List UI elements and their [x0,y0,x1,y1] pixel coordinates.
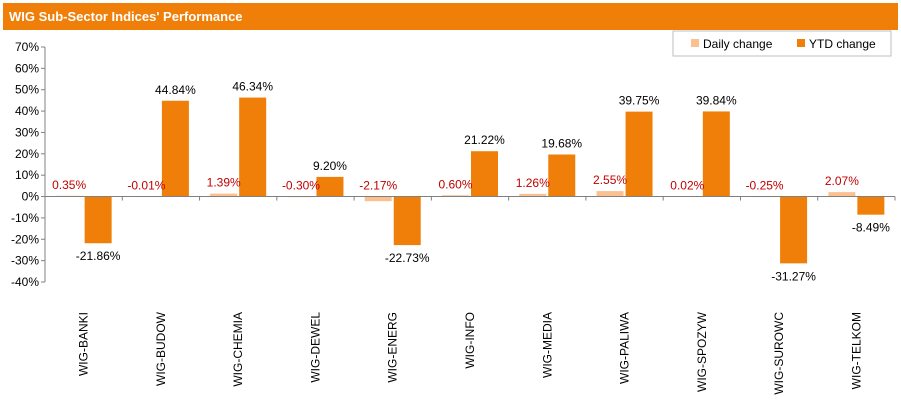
data-label-ytd: -31.27% [771,269,816,283]
legend-swatch-daily [691,39,699,47]
y-tick-label: 20% [15,147,39,161]
x-category-label: WIG-CHEMIA [231,312,245,387]
bar-ytd-change [857,196,885,215]
data-label-ytd: -21.86% [76,249,121,263]
data-label-ytd: 39.84% [696,93,737,107]
bar-ytd-change [702,111,730,197]
y-tick-label: -30% [11,254,39,268]
y-tick-label: 70% [15,40,39,54]
data-label-daily: -2.17% [359,179,397,193]
x-category-label: WIG-PALIWA [618,312,632,384]
y-tick-label: -40% [11,275,39,289]
y-tick-label: 0% [22,190,40,204]
legend-label-daily: Daily change [703,37,773,51]
legend: Daily change YTD change [672,30,892,57]
data-label-daily: 0.02% [670,179,704,193]
bar-ytd-change [471,151,498,197]
chart-title-bar: WIG Sub-Sector Indices' Performance [3,3,898,30]
bar-daily-change [596,191,624,197]
y-tick-label: 60% [15,61,39,75]
data-label-daily: 0.35% [52,178,86,192]
data-label-daily: 1.39% [207,176,241,190]
bar-ytd-change [239,97,267,197]
x-category-label: WIG-SUROWC [772,312,786,395]
data-label-ytd: 46.34% [232,80,273,94]
data-label-daily: -0.30% [282,179,320,193]
x-category-label: WIG-MEDIA [540,312,554,378]
data-label-daily: -0.25% [746,179,784,193]
y-tick-label: 40% [15,104,39,118]
data-label-ytd: 9.20% [313,159,347,173]
data-label-daily: 1.26% [516,176,550,190]
x-category-label: WIG-BUDOW [154,311,168,386]
bar-ytd-change [161,100,189,197]
data-label-daily: 0.60% [438,177,472,191]
x-category-label: WIG-ENERG [386,312,400,383]
bar-daily-change [364,196,392,202]
x-category-label: WIG-INFO [463,312,477,369]
bar-daily-change [442,195,469,197]
y-tick-label: -20% [11,232,39,246]
data-label-daily: -0.01% [127,179,165,193]
x-category-label: WIG-DEWEL [308,312,322,383]
legend-swatch-ytd [797,39,805,47]
x-category-label: WIG-TELKOM [849,312,863,389]
bar-daily-change [828,192,856,197]
legend-label-ytd: YTD change [809,37,876,51]
data-label-daily: 2.55% [593,173,627,187]
y-tick-label: 10% [15,168,39,182]
bar-daily-change [519,193,547,197]
bar-ytd-change [316,176,344,197]
bar-ytd-change [625,111,653,197]
y-tick-label: 50% [15,83,39,97]
data-label-daily: 2.07% [825,174,859,188]
x-category-label: WIG-BANKI [77,312,91,376]
data-label-ytd: 19.68% [541,137,582,151]
chart-title: WIG Sub-Sector Indices' Performance [9,9,243,24]
legend-box [672,30,892,57]
data-label-ytd: 39.75% [619,94,660,108]
data-label-ytd: -22.73% [385,251,430,265]
bar-ytd-change [393,196,421,246]
bar-daily-change [210,193,238,197]
data-label-ytd: -8.49% [852,221,890,235]
y-tick-label: -10% [11,211,39,225]
bar-ytd-change [548,154,576,197]
x-category-label: WIG-SPOZYW [695,311,709,392]
bar-ytd-change [84,196,112,244]
data-label-ytd: 21.22% [464,133,505,147]
bar-ytd-change [780,196,808,264]
data-label-ytd: 44.84% [155,83,196,97]
y-tick-label: 30% [15,125,39,139]
